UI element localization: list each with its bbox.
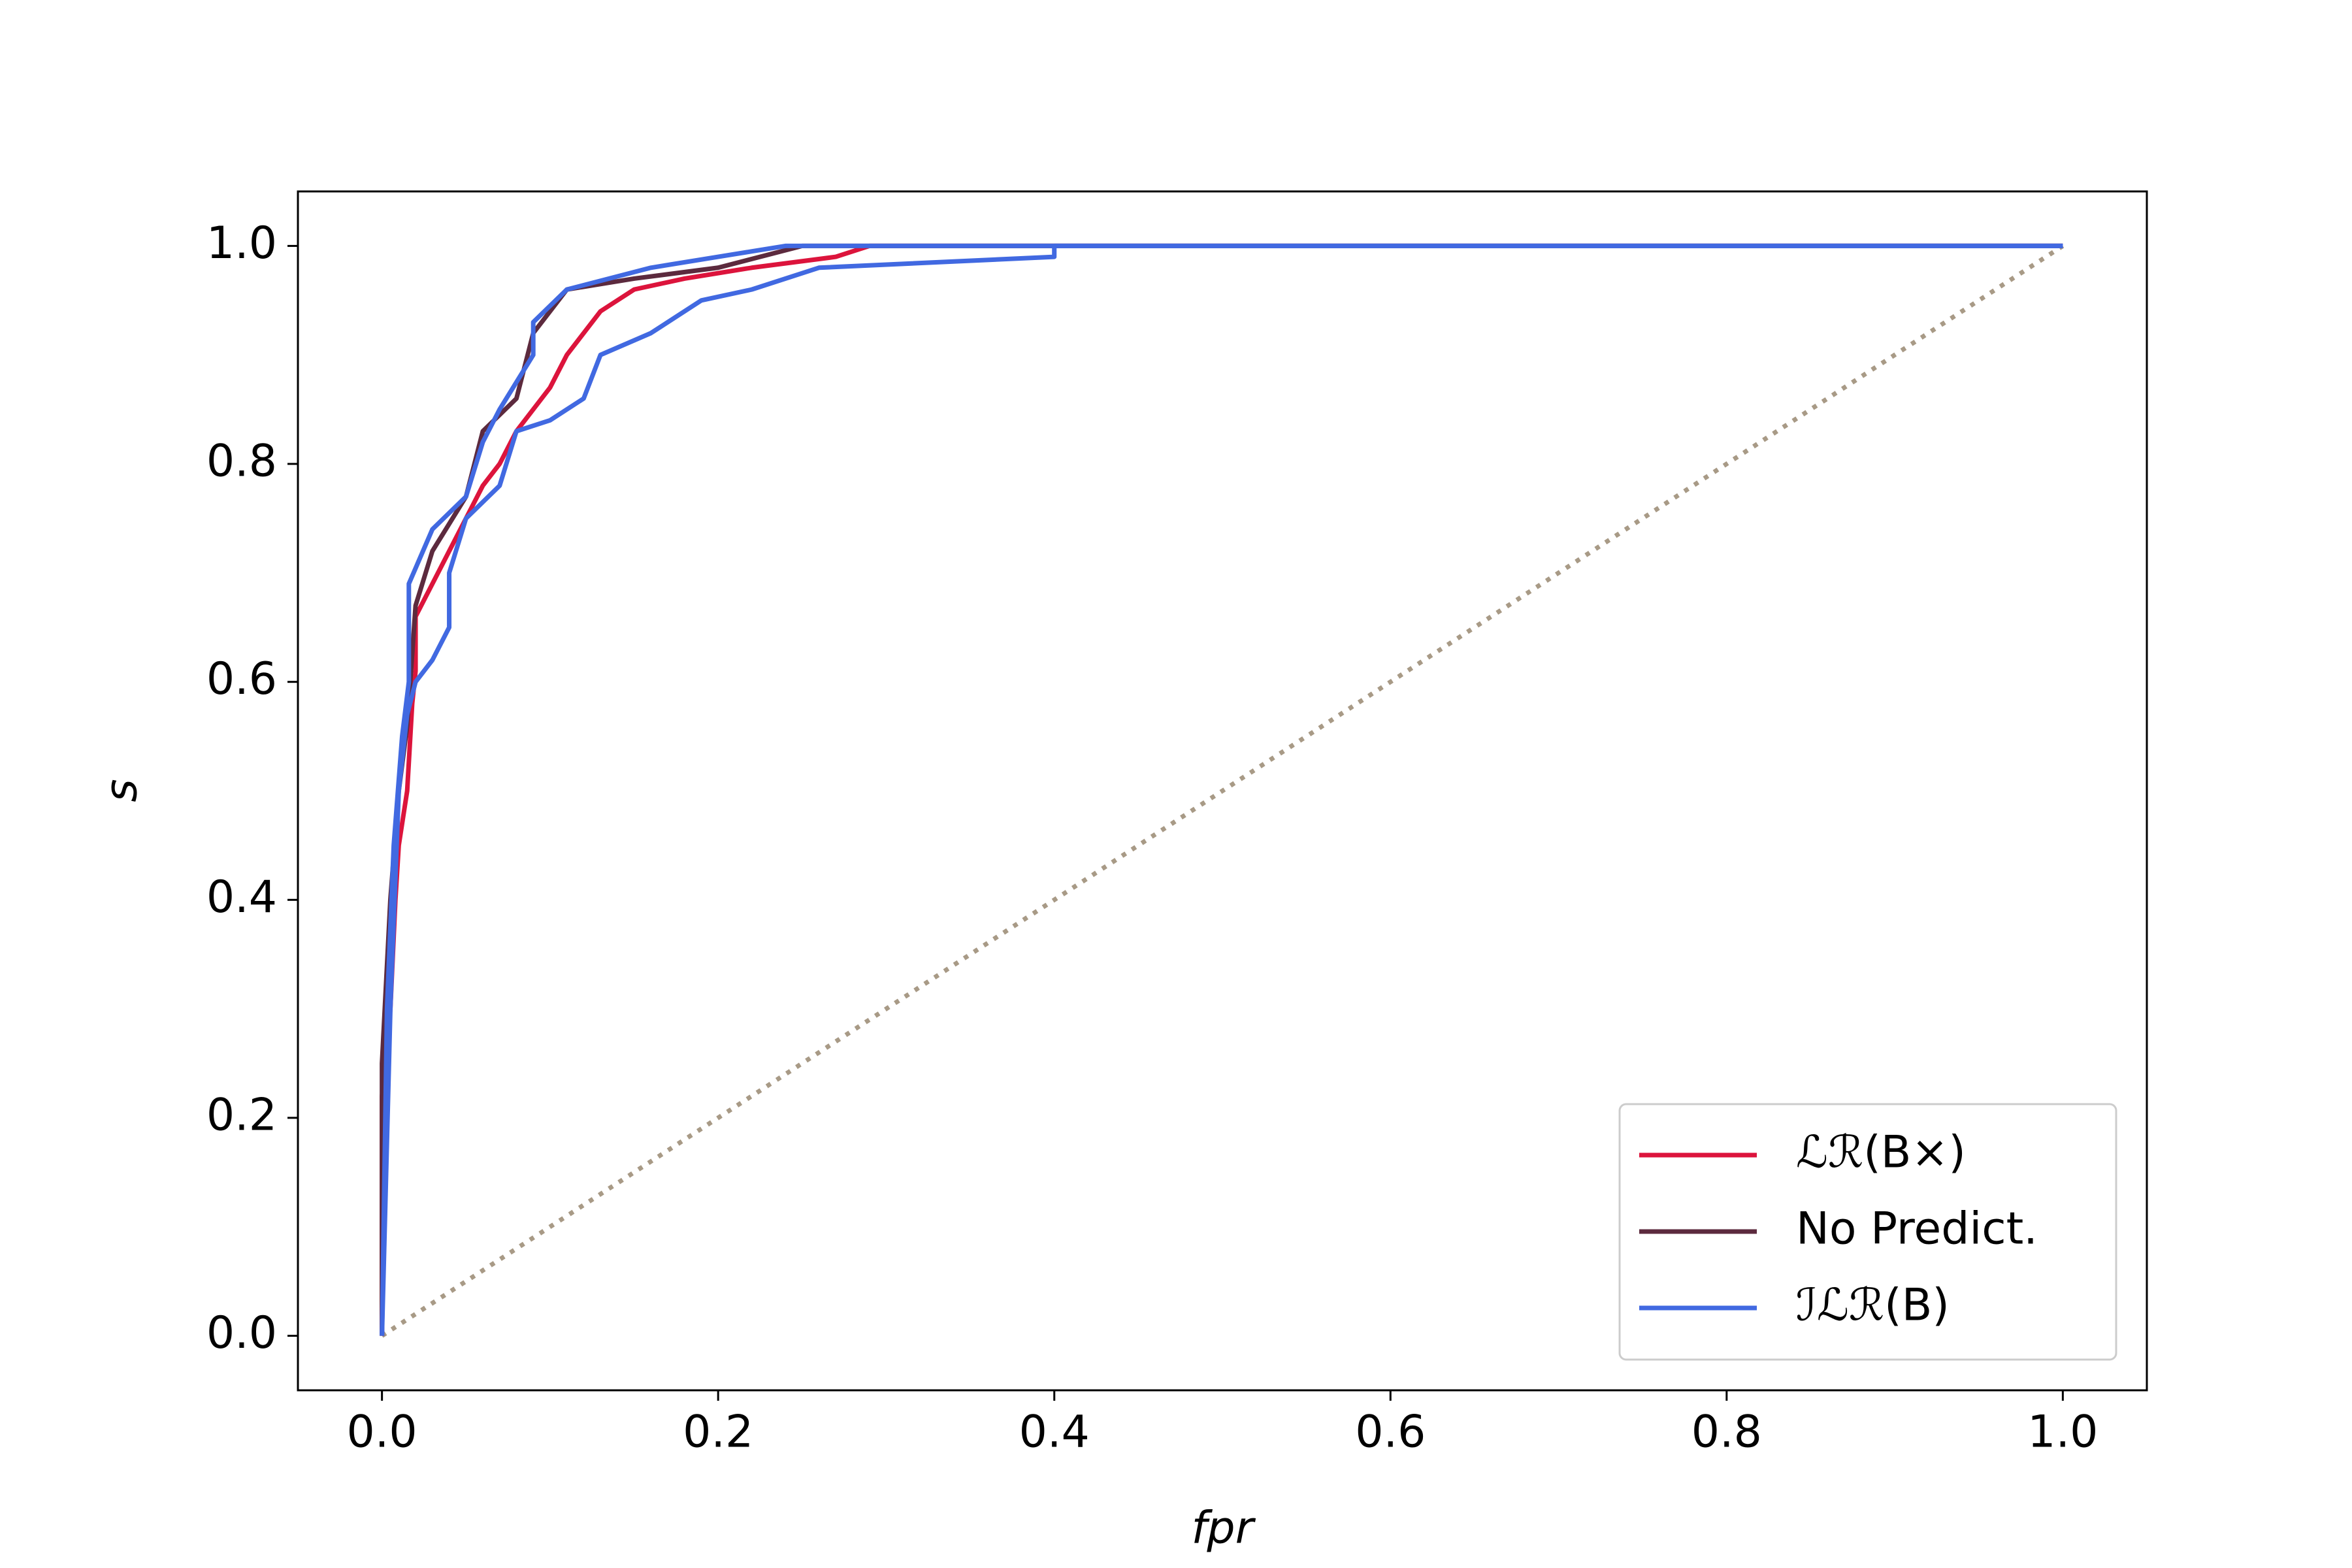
legend-label: No Predict. [1796, 1203, 2038, 1255]
plot-frame [297, 190, 2148, 1392]
roc-line [380, 243, 2063, 1336]
legend-label: ℐℒℛ(B) [1796, 1280, 1950, 1331]
legend-label: ℒℛ(B×) [1796, 1127, 1966, 1179]
legend: ℒℛ(B×) No Predict. ℐℒℛ(B) [1618, 1103, 2117, 1361]
roc-line [380, 244, 2065, 1338]
x-tick-label: 0.6 [1355, 1407, 1426, 1458]
y-tick-label: 0.0 [206, 1307, 277, 1359]
y-tick-label: 0.6 [206, 653, 277, 705]
x-tick-label: 0.8 [1691, 1407, 1762, 1458]
legend-box [1618, 1103, 2117, 1361]
y-tick-label: 0.4 [206, 872, 277, 923]
x-tick-label: 1.0 [2027, 1407, 2098, 1458]
x-tick-label: 0.2 [683, 1407, 753, 1458]
y-axis-label: s [96, 779, 148, 802]
x-tick-label: 0.4 [1019, 1407, 1090, 1458]
y-tick-label: 0.2 [206, 1090, 277, 1141]
x-tick-label: 0.0 [347, 1407, 417, 1458]
roc-line [380, 243, 2063, 1336]
y-tick-label: 1.0 [206, 218, 277, 269]
y-tick-label: 0.8 [206, 436, 277, 487]
roc-line [380, 243, 2063, 1336]
x-axis-label: fpr [1191, 1503, 1256, 1554]
